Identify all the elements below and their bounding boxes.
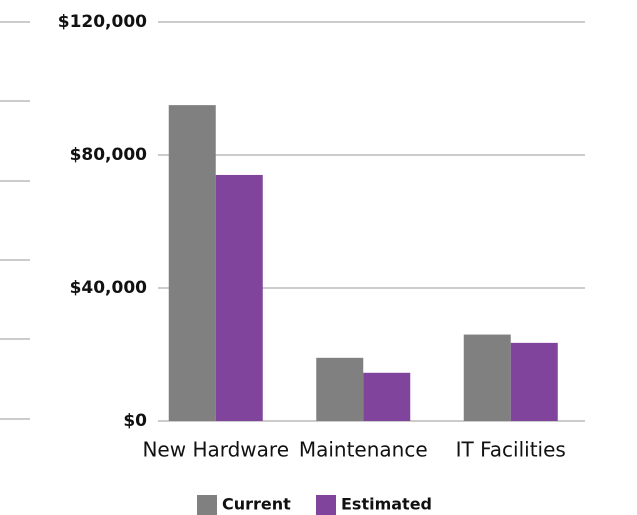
bar (168, 105, 216, 421)
y-tick-label: $80,000 (70, 145, 148, 165)
legend-swatch (197, 495, 217, 515)
bar (215, 174, 263, 421)
left-decoration (0, 21, 30, 420)
y-tick-label: $120,000 (58, 12, 147, 32)
legend-label: Estimated (341, 495, 432, 514)
x-tick-label: Maintenance (299, 438, 428, 462)
y-tick-label: $40,000 (70, 278, 148, 298)
legend-label: Current (222, 495, 291, 514)
legend-swatch (316, 495, 336, 515)
x-tick-label: IT Facilities (456, 438, 566, 462)
bar (510, 342, 558, 421)
y-tick-label: $0 (123, 411, 147, 431)
bar (363, 372, 411, 421)
x-tick-label: New Hardware (142, 438, 289, 462)
bar (316, 357, 364, 421)
bar (463, 334, 511, 421)
